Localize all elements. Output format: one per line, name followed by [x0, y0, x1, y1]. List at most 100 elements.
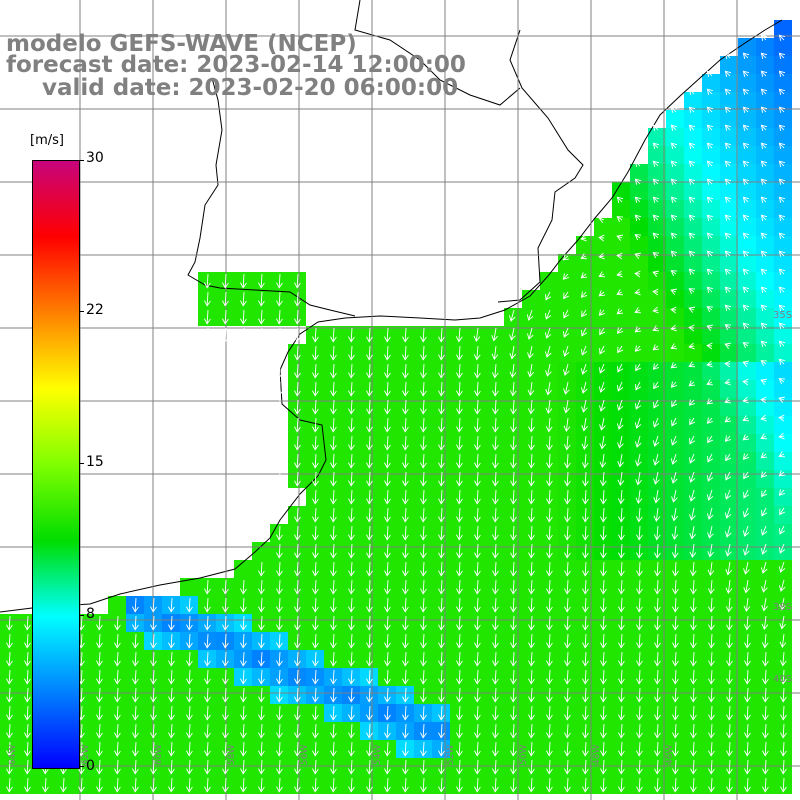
wind-arrow [420, 345, 427, 361]
wind-arrow [258, 327, 265, 343]
wind-arrow [366, 633, 373, 649]
wind-arrow [24, 759, 31, 775]
wind-arrow [402, 597, 409, 613]
wind-arrow [6, 705, 13, 721]
wind-speed-cell [684, 398, 702, 416]
wind-speed-cell [270, 614, 288, 632]
wind-arrow [670, 232, 678, 239]
wind-arrow [708, 615, 715, 631]
wind-arrow [528, 741, 535, 757]
wind-speed-cell [378, 380, 396, 398]
wind-arrow [546, 777, 553, 793]
wind-arrow [672, 741, 679, 757]
wind-arrow [706, 178, 714, 185]
wind-speed-cell [198, 722, 216, 740]
wind-speed-cell [684, 380, 702, 398]
wind-arrow [384, 543, 391, 559]
wind-arrow [96, 759, 103, 775]
wind-arrow [689, 561, 697, 577]
wind-arrow [204, 579, 211, 595]
wind-arrow [760, 452, 768, 459]
wind-speed-cell [486, 722, 504, 740]
wind-speed-cell [414, 452, 432, 470]
wind-arrow [24, 777, 31, 793]
wind-arrow [724, 489, 732, 500]
wind-speed-cell [270, 524, 288, 542]
wind-arrow [690, 597, 697, 613]
wind-arrow [366, 543, 373, 559]
wind-speed-cell [252, 722, 270, 740]
wind-arrow [582, 669, 589, 685]
wind-arrow [276, 435, 283, 451]
wind-speed-cell [360, 614, 378, 632]
wind-arrow [780, 759, 787, 775]
wind-arrow [384, 561, 391, 577]
wind-arrow [672, 687, 679, 703]
wind-speed-cell [396, 488, 414, 506]
wind-speed-cell [234, 668, 252, 686]
wind-arrow [276, 759, 283, 775]
wind-arrow [564, 453, 571, 469]
wind-speed-cell [396, 740, 414, 758]
wind-arrow [438, 543, 445, 559]
wind-arrow [528, 471, 535, 487]
wind-speed-cell [720, 776, 738, 794]
wind-arrow [330, 345, 337, 361]
wind-arrow [670, 381, 678, 388]
wind-arrow [544, 327, 552, 339]
wind-arrow [742, 106, 750, 113]
wind-arrow [689, 525, 696, 540]
wind-arrow [24, 687, 31, 703]
wind-arrow [778, 432, 785, 440]
wind-speed-cell [756, 416, 774, 434]
wind-arrow [564, 777, 571, 793]
wind-arrow [778, 414, 785, 422]
wind-speed-cell [468, 524, 486, 542]
legend-tick-0: 0 [86, 758, 95, 774]
wind-arrow [456, 363, 463, 379]
wind-arrow [492, 741, 499, 757]
wind-arrow [114, 687, 121, 703]
wind-arrow [384, 651, 391, 667]
wind-arrow [276, 651, 283, 667]
wind-speed-cell [414, 740, 432, 758]
wind-arrow [420, 489, 427, 505]
wind-speed-cell [324, 380, 342, 398]
wind-arrow [778, 88, 786, 95]
wind-speed-cell [126, 596, 144, 614]
wind-speed-cell [198, 596, 216, 614]
wind-arrow [258, 291, 265, 307]
wind-speed-cell [414, 776, 432, 794]
wind-arrow [24, 741, 31, 757]
wind-arrow [492, 471, 499, 487]
wind-speed-cell [468, 488, 486, 506]
wind-arrow [420, 777, 427, 793]
wind-arrow [760, 286, 768, 293]
wind-speed-cell [270, 740, 288, 758]
wind-arrow [114, 651, 121, 667]
wind-arrow [780, 723, 787, 739]
wind-speed-cell [756, 326, 774, 344]
wind-arrow [366, 705, 373, 721]
wind-arrow [671, 417, 678, 427]
wind-arrow [276, 723, 283, 739]
wind-speed-cell [630, 272, 648, 290]
wind-arrow [760, 178, 768, 185]
wind-speed-cell [414, 416, 432, 434]
wind-speed-cell [324, 560, 342, 578]
wind-arrow [778, 451, 786, 458]
wind-arrow [744, 723, 751, 739]
wind-arrow [402, 615, 409, 631]
wind-speed-cell [306, 524, 324, 542]
wind-speed-cell [648, 344, 666, 362]
wind-speed-cell [468, 776, 486, 794]
wind-speed-cell [414, 326, 432, 344]
wind-speed-cell [630, 776, 648, 794]
wind-arrow [563, 309, 570, 319]
wind-arrow [742, 232, 750, 239]
wind-speed-cell [648, 758, 666, 776]
wind-arrow [528, 633, 535, 649]
wind-speed-cell [630, 308, 648, 326]
wind-speed-cell [450, 416, 468, 434]
wind-speed-cell [702, 452, 720, 470]
